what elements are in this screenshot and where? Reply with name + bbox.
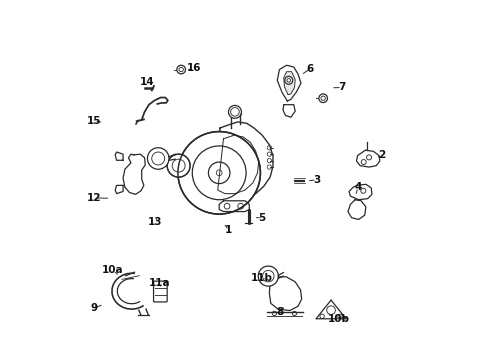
Polygon shape [270, 277, 302, 311]
Text: 6: 6 [307, 64, 314, 74]
Text: 10a: 10a [102, 265, 124, 275]
Polygon shape [284, 72, 295, 95]
Polygon shape [357, 150, 380, 167]
Circle shape [258, 266, 278, 286]
Circle shape [285, 76, 293, 84]
Polygon shape [349, 184, 372, 200]
Text: 16: 16 [187, 63, 201, 73]
Text: 10b: 10b [328, 314, 350, 324]
Text: 5: 5 [259, 213, 266, 222]
Text: 13: 13 [147, 217, 162, 226]
Circle shape [327, 306, 335, 315]
Text: 3: 3 [313, 175, 320, 185]
Polygon shape [348, 200, 366, 220]
Text: 8: 8 [276, 307, 284, 317]
Text: 11b: 11b [251, 273, 273, 283]
FancyBboxPatch shape [153, 281, 167, 302]
Text: 4: 4 [354, 182, 362, 192]
Polygon shape [283, 105, 295, 117]
Text: 1: 1 [225, 225, 232, 235]
Text: 12: 12 [87, 193, 101, 203]
Polygon shape [115, 152, 123, 160]
Polygon shape [123, 154, 146, 194]
Text: 9: 9 [90, 303, 97, 314]
Polygon shape [316, 300, 346, 319]
Circle shape [228, 105, 242, 118]
Circle shape [178, 132, 260, 214]
Circle shape [177, 65, 186, 74]
Polygon shape [115, 185, 123, 194]
Polygon shape [218, 122, 273, 202]
Text: 14: 14 [140, 77, 154, 87]
Circle shape [167, 154, 190, 177]
Polygon shape [219, 201, 249, 212]
Circle shape [147, 148, 169, 169]
Text: 2: 2 [378, 150, 385, 160]
Text: 11a: 11a [149, 278, 171, 288]
Text: 15: 15 [87, 116, 101, 126]
Text: 7: 7 [338, 82, 345, 93]
Polygon shape [277, 65, 301, 101]
Circle shape [319, 94, 327, 103]
